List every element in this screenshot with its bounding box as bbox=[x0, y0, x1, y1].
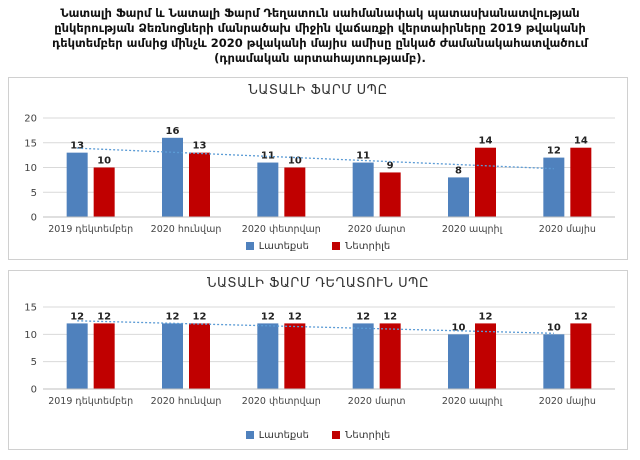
bar-chart-natali-farm-deghatun: 0 5 10 15 12 12 2019 դեկտեմբեր 12 12 2020 հունվար… bbox=[24, 303, 615, 407]
bar-nitrile bbox=[570, 147, 592, 217]
bar-nitrile bbox=[189, 323, 210, 389]
legend-swatch-nitrile bbox=[332, 431, 341, 439]
data-label: 11 bbox=[261, 151, 275, 162]
x-tick-label: 2019 դեկտեմբեր bbox=[48, 396, 133, 407]
data-label: 12 bbox=[166, 311, 180, 322]
figure-caption: Նատալի Ֆարմ և Նատալի Ֆարմ Դեղատուն սահմա… bbox=[52, 6, 588, 65]
x-tick-label: 2020 մարտ bbox=[348, 224, 406, 235]
bar-latex bbox=[448, 334, 469, 389]
data-label: 12 bbox=[574, 311, 588, 322]
data-label: 14 bbox=[479, 136, 493, 147]
legend-label-nitrile: Նետրիլե bbox=[345, 430, 391, 441]
x-tick-label: 2020 հունվար bbox=[151, 396, 222, 407]
bar-latex bbox=[66, 323, 88, 389]
bar-latex bbox=[66, 152, 88, 217]
data-label: 11 bbox=[356, 151, 370, 162]
bar-latex bbox=[257, 323, 279, 389]
bar-chart-natali-farm: 0 5 10 15 20 13 10 2019 դեկտեմբեր 16 13 2020 հունվ… bbox=[24, 114, 615, 235]
data-label: 12 bbox=[193, 311, 207, 322]
bar-latex bbox=[352, 162, 374, 217]
legend-item-latex: Լատեքսե bbox=[245, 241, 309, 252]
chart-legend: Լատեքսե Նետրիլե bbox=[9, 241, 627, 252]
data-label: 10 bbox=[97, 156, 111, 167]
bar-nitrile bbox=[189, 152, 210, 217]
legend-label-latex: Լատեքսե bbox=[258, 241, 309, 252]
bar-latex bbox=[543, 157, 565, 217]
data-label: 10 bbox=[547, 322, 561, 333]
data-label: 16 bbox=[166, 126, 180, 137]
data-label: 8 bbox=[455, 165, 462, 176]
chart-panel-natali-farm: ՆԱՏԱԼԻ ՖԱՐՄ ՍՊԸ 0 5 10 15 20 13 10 2019 դեկտեմբ… bbox=[8, 77, 628, 260]
chart-panel-natali-farm-deghatun: ՆԱՏԱԼԻ ՖԱՐՄ ԴԵՂԱՏՈՒՆ ՍՊԸ 0 5 10 15 12 12 2019 … bbox=[8, 270, 628, 450]
data-label: 12 bbox=[547, 146, 561, 157]
bar-latex bbox=[448, 177, 469, 217]
x-tick-label: 2020 մարտ bbox=[348, 396, 406, 407]
data-label: 10 bbox=[288, 156, 302, 167]
legend-swatch-nitrile bbox=[332, 242, 341, 250]
x-tick-label: 2020 փետրվար bbox=[242, 396, 321, 407]
trendline-latex bbox=[77, 320, 554, 334]
bar-latex bbox=[162, 137, 183, 217]
y-tick-label: 20 bbox=[24, 114, 37, 125]
data-label: 12 bbox=[356, 311, 370, 322]
bar-latex bbox=[162, 323, 183, 389]
data-label: 9 bbox=[387, 160, 394, 171]
y-tick-label: 0 bbox=[31, 213, 37, 224]
data-label: 12 bbox=[288, 311, 302, 322]
y-tick-label: 10 bbox=[24, 330, 37, 341]
bar-nitrile bbox=[475, 323, 496, 389]
legend-item-nitrile: Նետրիլե bbox=[332, 241, 390, 252]
x-tick-label: 2020 ապրիլ bbox=[442, 224, 503, 235]
data-label: 12 bbox=[97, 311, 111, 322]
legend-swatch-latex bbox=[245, 431, 254, 439]
bar-nitrile bbox=[93, 167, 115, 217]
data-label: 13 bbox=[193, 141, 207, 152]
legend-item-nitrile: Նետրիլե bbox=[332, 430, 390, 441]
x-tick-label: 2020 մայիս bbox=[539, 224, 596, 235]
data-label: 12 bbox=[479, 311, 493, 322]
x-tick-label: 2020 մայիս bbox=[539, 396, 596, 407]
chart-title: ՆԱՏԱԼԻ ՖԱՐՄ ԴԵՂԱՏՈՒՆ ՍՊԸ bbox=[206, 276, 430, 291]
bar-nitrile bbox=[93, 323, 115, 389]
legend-label-nitrile: Նետրիլե bbox=[345, 241, 391, 252]
y-tick-label: 10 bbox=[24, 163, 37, 174]
x-tick-label: 2020 փետրվար bbox=[242, 224, 321, 235]
bar-nitrile bbox=[284, 167, 306, 217]
data-label: 14 bbox=[574, 136, 588, 147]
bar-nitrile bbox=[570, 323, 592, 389]
data-label: 10 bbox=[452, 322, 466, 333]
bar-nitrile bbox=[379, 172, 401, 217]
bar-nitrile bbox=[284, 323, 306, 389]
bar-latex bbox=[543, 334, 565, 389]
data-label: 12 bbox=[383, 311, 397, 322]
legend-swatch-latex bbox=[245, 242, 254, 250]
trendline-latex bbox=[77, 147, 554, 170]
bar-latex bbox=[352, 323, 374, 389]
legend-label-latex: Լատեքսե bbox=[258, 430, 309, 441]
legend-item-latex: Լատեքսե bbox=[245, 430, 309, 441]
x-tick-label: 2020 հունվար bbox=[151, 224, 222, 235]
data-label: 13 bbox=[70, 141, 84, 152]
chart-title: ՆԱՏԱԼԻ ՖԱՐՄ ՍՊԸ bbox=[248, 83, 388, 98]
y-tick-label: 15 bbox=[24, 138, 37, 149]
x-tick-label: 2020 ապրիլ bbox=[442, 396, 503, 407]
bar-nitrile bbox=[379, 323, 401, 389]
y-tick-label: 5 bbox=[31, 357, 37, 368]
x-tick-label: 2019 դեկտեմբեր bbox=[48, 224, 133, 235]
data-label: 12 bbox=[261, 311, 275, 322]
y-tick-label: 15 bbox=[24, 303, 37, 314]
bar-nitrile bbox=[475, 147, 496, 217]
chart-legend: Լատեքսե Նետրիլե bbox=[9, 430, 627, 441]
data-label: 12 bbox=[70, 311, 84, 322]
y-tick-label: 0 bbox=[31, 385, 37, 396]
bar-latex bbox=[257, 162, 279, 217]
y-tick-label: 5 bbox=[31, 188, 37, 199]
